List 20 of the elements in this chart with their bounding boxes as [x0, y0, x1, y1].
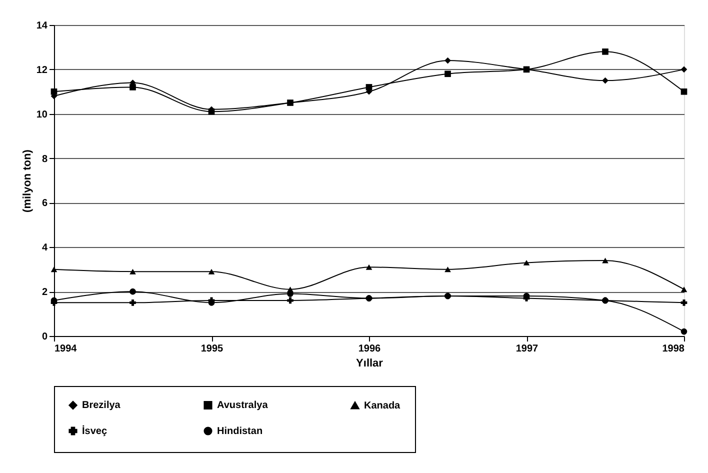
y-tick-label: 2: [42, 287, 48, 298]
x-tick-label: 1998: [662, 344, 685, 354]
y-tick-label: 6: [42, 198, 48, 210]
x-tick-label: 1996: [358, 344, 382, 354]
y-tick-label: 14: [36, 20, 48, 32]
y-tick-label: 12: [36, 64, 48, 76]
y-tick-label: 4: [42, 242, 48, 254]
y-tick-label: 10: [36, 109, 48, 120]
y-tick-label: 8: [42, 154, 48, 165]
legend-label: Avustralya: [217, 400, 268, 412]
y-axis-title: (milyon ton): [21, 149, 34, 212]
x-tick-label: 1994: [54, 344, 78, 354]
y-tick-label: 0: [42, 332, 48, 342]
x-tick-label: 1995: [200, 344, 224, 354]
legend-label: Hindistan: [217, 426, 263, 437]
legend-label: İsveç: [82, 425, 108, 437]
legend-label: Kanada: [364, 400, 401, 412]
x-tick-label: 1997: [516, 344, 539, 354]
x-axis-title: Yıllar: [356, 358, 384, 370]
legend-label: Brezilya: [82, 400, 121, 412]
